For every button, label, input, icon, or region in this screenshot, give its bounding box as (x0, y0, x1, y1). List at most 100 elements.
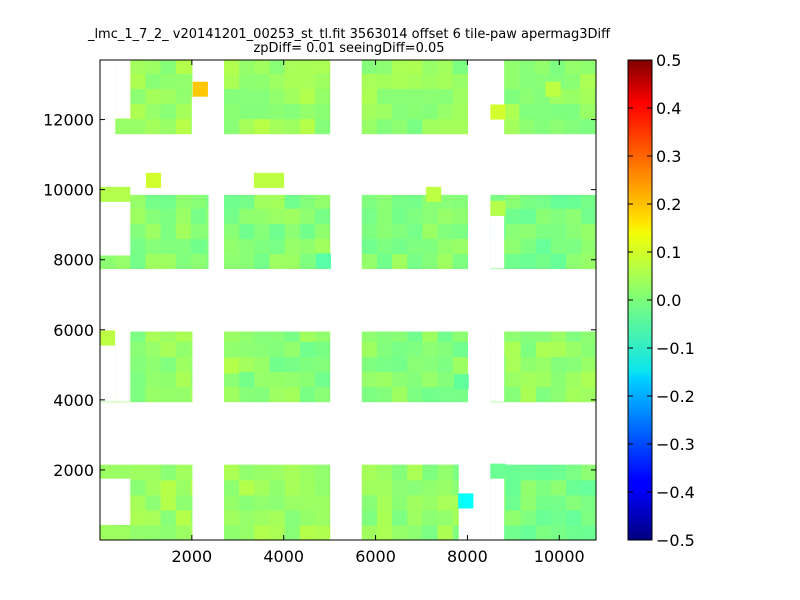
heatmap-cell (519, 103, 536, 120)
heatmap-cell (284, 88, 301, 105)
heatmap-cell (130, 223, 147, 239)
heatmap-cell (224, 208, 240, 224)
heatmap-cell (361, 371, 378, 388)
heatmap-block (224, 331, 331, 403)
heatmap-cell (175, 356, 192, 373)
heatmap-cell (239, 103, 255, 120)
heatmap-cell (254, 331, 271, 342)
heatmap-cell (550, 331, 567, 342)
colorbar-tick-label: −0.1 (656, 339, 695, 358)
heatmap-cell (299, 208, 316, 224)
heatmap-cell (254, 464, 271, 481)
heatmap-cell (392, 73, 408, 89)
y-tick-label: 10000 (43, 181, 94, 200)
heatmap-cell (100, 464, 116, 481)
heatmap-cell (505, 356, 522, 373)
heatmap-cell (407, 509, 423, 526)
heatmap-cell (422, 386, 439, 403)
heatmap-cell (437, 118, 454, 135)
heatmap-cell (254, 371, 271, 388)
heatmap-cell (505, 509, 522, 526)
heatmap-cell (239, 238, 255, 255)
heatmap-cell (520, 253, 537, 270)
heatmap-cell (422, 253, 439, 270)
heatmap-cell (376, 223, 393, 239)
heatmap-cell (535, 494, 552, 511)
heatmap-cell (224, 464, 240, 481)
heatmap-cell (422, 371, 439, 388)
heatmap-cell (269, 356, 286, 373)
heatmap-cell (160, 341, 177, 358)
heatmap-cell (284, 479, 301, 496)
heatmap-cell (361, 509, 378, 526)
heatmap-cell (284, 464, 301, 481)
heatmap-cell (224, 494, 240, 511)
heatmap-cell (269, 464, 286, 481)
empty-region (100, 201, 131, 256)
heatmap-cell (175, 524, 192, 540)
heatmap-cell (361, 60, 378, 74)
heatmap-cell (269, 371, 286, 388)
heatmap-cell (299, 238, 316, 255)
heatmap-cell (115, 464, 131, 481)
heatmap-cell (437, 464, 454, 481)
heatmap-cell (579, 88, 596, 105)
heatmap-cell (376, 103, 393, 120)
heatmap-cell (581, 331, 596, 342)
heatmap-cell (505, 223, 522, 239)
heatmap-cell (520, 194, 537, 209)
heatmap-cell (160, 479, 177, 496)
heatmap-cell (130, 509, 147, 526)
heatmap-cell (299, 194, 316, 209)
heatmap-cell (535, 208, 552, 224)
heatmap-cell (160, 208, 177, 224)
heatmap-cell (284, 331, 301, 342)
heatmap-cell (376, 494, 393, 511)
heatmap-cell (534, 103, 551, 120)
heatmap-cell (376, 88, 393, 105)
y-tick-label: 12000 (43, 111, 94, 130)
heatmap-cell (550, 509, 567, 526)
heatmap-cell (392, 524, 408, 540)
heatmap-cell (549, 118, 566, 135)
heatmap-cell (581, 509, 596, 526)
heatmap-cell (145, 73, 162, 89)
heatmap-cell (160, 103, 177, 120)
heatmap-cell (505, 194, 522, 209)
heatmap-highlight-cell (192, 81, 208, 97)
heatmap-cell (550, 479, 567, 496)
heatmap-highlight-cell (315, 253, 332, 269)
heatmap-cell (269, 118, 286, 135)
colorbar-tick-label: 0.1 (656, 243, 681, 262)
heatmap-cell (130, 479, 147, 496)
heatmap-cell (407, 118, 423, 135)
heatmap-cell (160, 331, 177, 342)
heatmap-cell (284, 118, 301, 135)
heatmap-cell (452, 103, 469, 120)
empty-region (100, 60, 116, 134)
heatmap-cell (299, 524, 316, 540)
heatmap-cell (564, 60, 581, 74)
heatmap-cell (520, 479, 537, 496)
heatmap-cell (392, 88, 408, 105)
heatmap-cell (505, 479, 522, 496)
heatmap-cell (422, 60, 439, 74)
heatmap-cell (269, 509, 286, 526)
heatmap-cell (407, 208, 423, 224)
heatmap-cell (520, 371, 537, 388)
heatmap-cell (314, 341, 331, 358)
heatmap-cell (160, 371, 177, 388)
heatmap-cell (284, 253, 301, 270)
heatmap-cell (566, 509, 582, 526)
heatmap-cell (254, 208, 271, 224)
heatmap-cell (550, 223, 567, 239)
heatmap-cell (361, 194, 378, 209)
heatmap-cell (284, 509, 301, 526)
empty-region (490, 331, 505, 402)
heatmap-cell (145, 356, 162, 373)
heatmap-cell (550, 494, 567, 511)
heatmap-cell (130, 73, 147, 89)
heatmap-cell (254, 223, 271, 239)
heatmap-cell (239, 331, 255, 342)
heatmap-cell (452, 194, 469, 209)
